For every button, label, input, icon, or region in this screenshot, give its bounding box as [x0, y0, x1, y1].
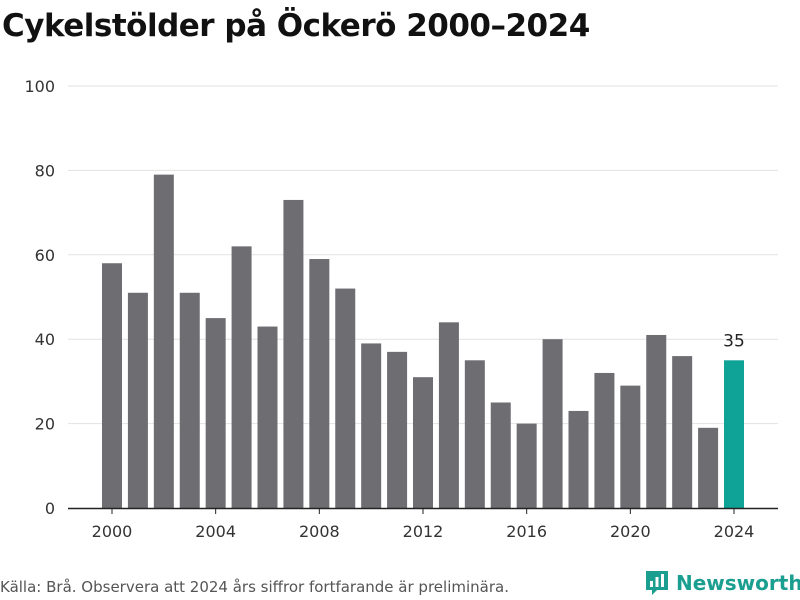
bar: [179, 292, 200, 508]
bar: [464, 360, 485, 508]
bar: [568, 410, 589, 508]
bar-highlight: [724, 360, 744, 508]
bar: [257, 326, 278, 508]
chart-title: Cykelstölder på Öckerö 2000–2024: [2, 8, 590, 44]
x-tick-label: 2000: [92, 522, 133, 541]
bar: [542, 339, 563, 508]
bar: [490, 402, 511, 508]
bar: [231, 246, 252, 509]
x-tick-label: 2004: [195, 522, 236, 541]
brand-name: Newsworthy: [676, 571, 800, 595]
data-label: 35: [723, 331, 745, 351]
bar: [413, 377, 433, 508]
bar: [127, 292, 148, 508]
x-tick-label: 2020: [610, 522, 651, 541]
bar: [283, 199, 304, 508]
bar: [698, 427, 719, 508]
y-tick-label: 80: [35, 161, 55, 180]
bar: [387, 351, 408, 508]
x-tick-label: 2024: [714, 522, 755, 541]
bar: [594, 372, 615, 508]
bar: [646, 334, 667, 508]
bar: [205, 318, 226, 508]
y-tick-label: 0: [45, 499, 55, 518]
bar: [672, 356, 693, 508]
bar: [335, 288, 356, 508]
bar: [309, 259, 330, 508]
newsworthy-logo: Newsworthy: [644, 569, 800, 597]
x-tick-label: 2008: [299, 522, 340, 541]
bar-chart: 0 20 40 60 80 100 2000 2004 2008 2012 2016 2020 2024…: [24, 77, 778, 541]
y-tick-label: 40: [35, 330, 55, 349]
source-note: Källa: Brå. Observera att 2024 års siffr…: [0, 578, 509, 596]
bar: [620, 385, 641, 508]
bar: [361, 343, 382, 508]
y-tick-label: 100: [24, 77, 55, 96]
bar: [516, 423, 537, 508]
y-tick-label: 60: [35, 246, 55, 265]
bar: [102, 263, 122, 508]
chart-logo-icon: [646, 571, 668, 595]
bar: [153, 174, 174, 508]
bar: [438, 322, 459, 508]
y-tick-label: 20: [35, 415, 55, 434]
x-tick-label: 2016: [506, 522, 547, 541]
x-tick-label: 2012: [403, 522, 444, 541]
